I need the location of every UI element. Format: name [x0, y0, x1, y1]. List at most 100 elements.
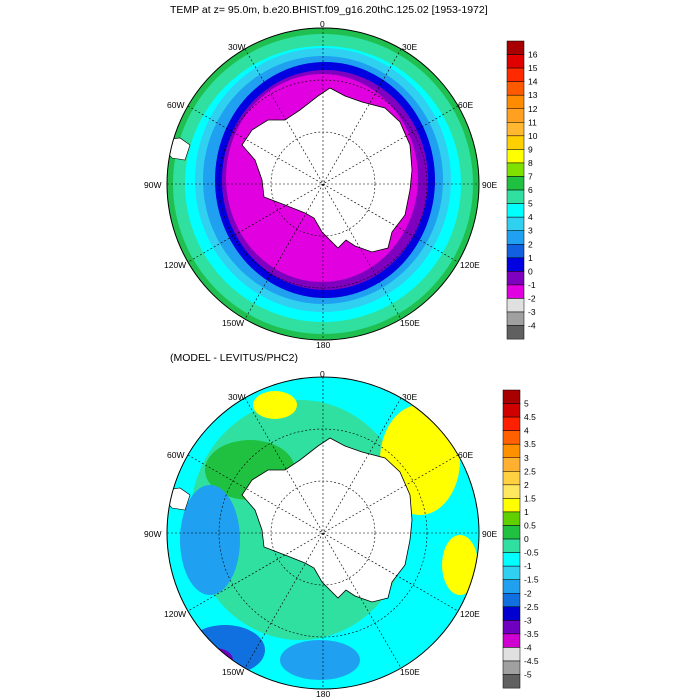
colorbar-tick-label: 6: [528, 185, 533, 195]
colorbar-swatch: [502, 620, 521, 635]
colorbar-swatch: [506, 67, 525, 82]
colorbar-swatch: [506, 94, 525, 109]
colorbar-tick-label: 2: [524, 480, 529, 490]
bottom-lon-0: 0: [320, 369, 325, 379]
colorbar-tick-label: 12: [528, 104, 538, 114]
colorbar-tick-label: 3: [524, 453, 529, 463]
top-lon-150E: 150E: [400, 318, 420, 328]
colorbar-tick-label: 1: [524, 507, 529, 517]
colorbar-swatch: [506, 40, 525, 55]
colorbar-tick-label: 4.5: [524, 412, 536, 422]
bottom-map-region-f: [180, 485, 240, 595]
colorbar-swatch: [506, 162, 525, 177]
colorbar-swatch: [506, 81, 525, 96]
colorbar-tick-label: -1.5: [524, 575, 539, 585]
colorbar-tick-label: 0.5: [524, 521, 536, 531]
colorbar-swatch: [506, 284, 525, 299]
bottom-lon-150W: 150W: [222, 667, 244, 677]
bottom-antarctica-land: [241, 437, 413, 603]
bottom-panel-title: (MODEL - LEVITUS/PHC2): [170, 352, 298, 364]
colorbar-tick-label: -2.5: [524, 602, 539, 612]
colorbar-swatch: [502, 579, 521, 594]
colorbar-tick-label: 9: [528, 144, 533, 154]
bottom-lon-60W: 60W: [167, 450, 184, 460]
colorbar-swatch: [506, 108, 525, 123]
colorbar-tick-label: 7: [528, 172, 533, 182]
colorbar-swatch: [502, 498, 521, 513]
colorbar-tick-label: 3.5: [524, 439, 536, 449]
colorbar-swatch: [506, 325, 525, 340]
bottom-lon-180: 180: [316, 689, 330, 699]
colorbar-swatch: [506, 216, 525, 231]
colorbar-swatch: [506, 176, 525, 191]
top-lon-120E: 120E: [460, 260, 480, 270]
colorbar-swatch: [502, 471, 521, 486]
colorbar-swatch: [502, 660, 521, 675]
top-lon-0: 0: [320, 19, 325, 29]
colorbar-swatch: [502, 403, 521, 418]
colorbar-tick-label: 8: [528, 158, 533, 168]
colorbar-swatch: [502, 416, 521, 431]
colorbar-swatch: [502, 511, 521, 526]
bottom-lon-60E: 60E: [458, 450, 473, 460]
bottom-colorbar: 5 4.5 4 3.5 3 2.5 2 1.5 1 0.5 0 -0.5 -1 -1.5 -2 -2.5 -3 -…: [502, 389, 539, 689]
top-lon-180: 180: [316, 340, 330, 350]
colorbar-tick-label: -1: [524, 561, 532, 571]
colorbar-tick-label: -2: [524, 588, 532, 598]
colorbar-swatch: [506, 244, 525, 259]
colorbar-tick-label: -3: [528, 307, 536, 317]
colorbar-swatch: [502, 538, 521, 553]
colorbar-tick-label: 14: [528, 77, 538, 87]
bottom-lon-30E: 30E: [402, 392, 417, 402]
colorbar-tick-label: -4: [528, 321, 536, 331]
top-longitude-labels: 0 30E 60E 90E 120E 150E 180 150W 120W 90…: [144, 19, 497, 350]
colorbar-swatch: [502, 457, 521, 472]
colorbar-tick-label: 16: [528, 50, 538, 60]
colorbar-tick-label: 15: [528, 63, 538, 73]
top-lon-150W: 150W: [222, 318, 244, 328]
colorbar-swatch: [502, 430, 521, 445]
colorbar-swatch: [506, 311, 525, 326]
colorbar-swatch: [506, 298, 525, 313]
bottom-lon-150E: 150E: [400, 667, 420, 677]
top-lon-90W: 90W: [144, 180, 161, 190]
colorbar-tick-label: 3: [528, 226, 533, 236]
bottom-lon-30W: 30W: [228, 392, 245, 402]
colorbar-tick-label: -3: [524, 615, 532, 625]
colorbar-swatch: [502, 443, 521, 459]
top-polar-map: [166, 27, 480, 341]
colorbar-tick-label: 4: [524, 426, 529, 436]
top-map-border: [166, 27, 480, 341]
colorbar-swatch: [506, 54, 525, 69]
colorbar-tick-label: -4.5: [524, 656, 539, 666]
colorbar-tick-label: -0.5: [524, 548, 539, 558]
colorbar-swatch: [506, 189, 525, 204]
colorbar-tick-label: -3.5: [524, 629, 539, 639]
colorbar-tick-label: 13: [528, 90, 538, 100]
bottom-lon-90E: 90E: [482, 529, 497, 539]
colorbar-swatch: [502, 647, 521, 662]
colorbar-tick-label: 1.5: [524, 493, 536, 503]
colorbar-swatch: [502, 606, 521, 621]
bottom-graticule: [167, 377, 479, 689]
colorbar-tick-label: 11: [528, 117, 537, 127]
bottom-polar-map: [166, 376, 480, 690]
colorbar-tick-label: 2: [528, 239, 533, 249]
colorbar-swatch: [502, 389, 521, 404]
colorbar-tick-label: 0: [528, 266, 533, 276]
colorbar-tick-label: 0: [524, 534, 529, 544]
top-lon-90E: 90E: [482, 180, 497, 190]
colorbar-tick-label: -5: [524, 670, 532, 680]
colorbar-tick-label: 5: [524, 399, 529, 409]
colorbar-tick-label: 1: [528, 253, 533, 263]
colorbar-tick-label: 10: [528, 131, 538, 141]
colorbar-swatch: [502, 525, 521, 540]
bottom-lon-120E: 120E: [460, 609, 480, 619]
colorbar-tick-label: 5: [528, 199, 533, 209]
colorbar-tick-label: -1: [528, 280, 536, 290]
top-lon-30W: 30W: [228, 42, 245, 52]
top-lon-60E: 60E: [458, 100, 473, 110]
bottom-map-border: [166, 376, 480, 690]
colorbar-swatch: [506, 122, 525, 137]
